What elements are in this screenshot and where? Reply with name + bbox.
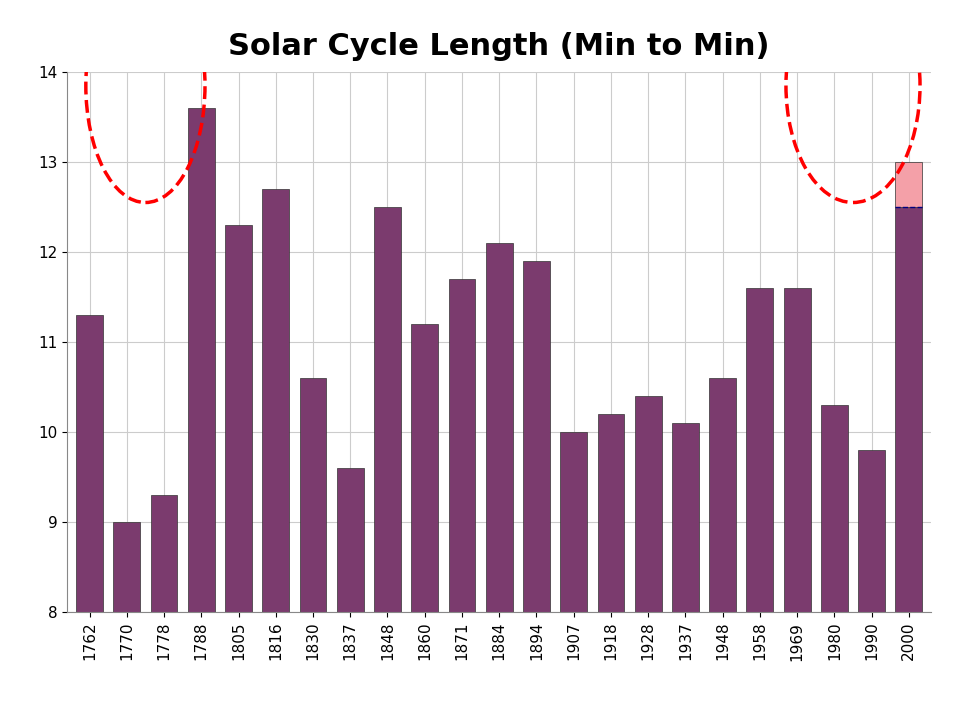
- Bar: [821, 405, 848, 720]
- Bar: [411, 324, 438, 720]
- Bar: [225, 225, 252, 720]
- Bar: [896, 162, 923, 207]
- Bar: [113, 522, 140, 720]
- Bar: [747, 288, 774, 720]
- Bar: [597, 414, 624, 720]
- Bar: [374, 207, 401, 720]
- Bar: [561, 432, 588, 720]
- Bar: [858, 450, 885, 720]
- Bar: [672, 423, 699, 720]
- Bar: [300, 378, 326, 720]
- Bar: [783, 288, 810, 720]
- Bar: [709, 378, 736, 720]
- Bar: [76, 315, 103, 720]
- Bar: [448, 279, 475, 720]
- Bar: [486, 243, 513, 720]
- Bar: [337, 468, 364, 720]
- Bar: [262, 189, 289, 720]
- Bar: [151, 495, 178, 720]
- Bar: [896, 207, 923, 720]
- Bar: [635, 396, 661, 720]
- Title: Solar Cycle Length (Min to Min): Solar Cycle Length (Min to Min): [228, 32, 770, 61]
- Bar: [523, 261, 550, 720]
- Bar: [188, 108, 215, 720]
